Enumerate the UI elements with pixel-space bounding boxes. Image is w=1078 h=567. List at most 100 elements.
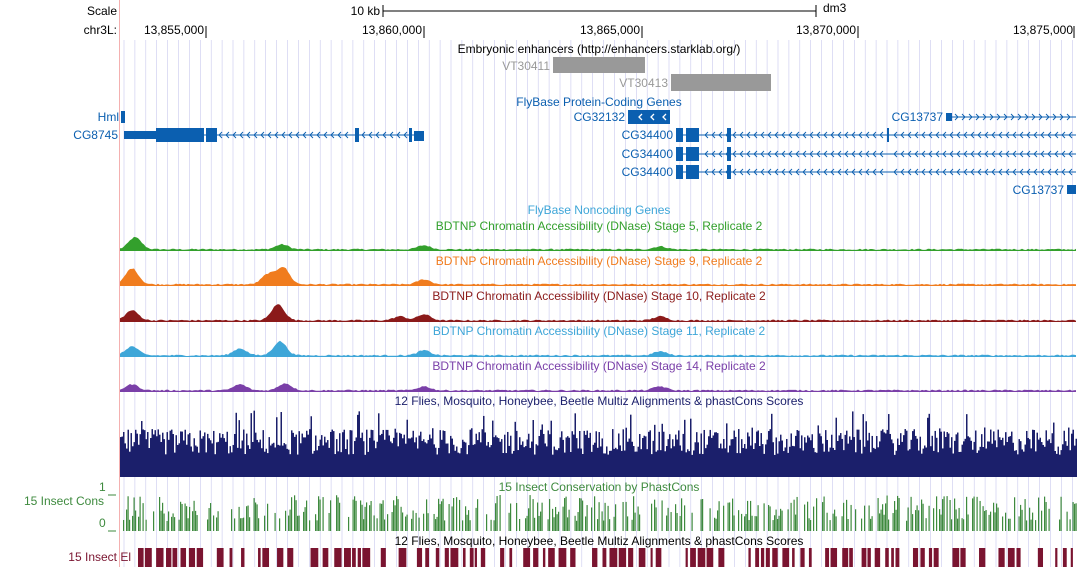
enhancer-label-vt30413[interactable]: VT30413 [619,76,668,90]
gene-label-hml[interactable]: Hml [97,110,119,124]
multiz-bar [888,414,890,477]
protein-coding-genes-track-title[interactable]: FlyBase Protein-Coding Genes [516,95,682,109]
multiz-bar [198,452,200,477]
dnase-stage9-title[interactable]: BDTNP Chromatin Accessibility (DNase) St… [435,254,763,268]
gene-label-cg8745[interactable]: CG8745 [73,128,118,142]
phastcons-bar [810,520,812,531]
multiz-bar [871,435,873,477]
multiz-track-title[interactable]: 12 Flies, Mosquito, Honeybee, Beetle Mul… [394,394,804,408]
phastcons-bar [337,497,339,531]
strand-arrow [382,131,387,139]
multiz-bar [420,431,422,477]
multiz-bar [567,436,569,477]
multiz-bar [180,431,182,477]
multiz-bar [678,430,680,477]
multiz-bar [685,452,687,477]
gene-label-cg34400-1[interactable]: CG34400 [621,128,673,142]
multiz-bar [568,437,570,477]
conserved-element [241,548,245,567]
gene-label-cg32132[interactable]: CG32132 [573,110,625,124]
gene-label-cg13737-1[interactable]: CG13737 [891,110,943,124]
noncoding-genes-track-title[interactable]: FlyBase Noncoding Genes [527,203,671,217]
phastcons-bar [1044,496,1046,531]
strand-arrow [809,150,814,158]
enhancers-track-title[interactable]: Embryonic enhancers (http://enhancers.st… [457,42,741,56]
strand-arrow [718,168,723,176]
phastcons-bar [829,520,831,531]
strand-arrow [858,150,863,158]
multiz-bar [814,452,816,477]
dnase-stage14-title[interactable]: BDTNP Chromatin Accessibility (DNase) St… [432,359,766,373]
multiz-bar [1069,450,1071,477]
phastcons-bar [298,515,300,531]
conserved-element [592,548,598,567]
phastcons-bar [1024,499,1026,531]
multiz-bar [981,434,983,477]
strand-arrow [725,150,730,158]
phastcons-bar [604,502,606,531]
phastcons-track-title[interactable]: 15 Insect Conservation by PhastCons [498,480,700,494]
phastcons-bar [585,516,587,531]
multiz-bar [633,446,635,477]
strand-arrow [998,131,1003,139]
phastcons-bar [679,515,681,531]
strand-arrow [1061,168,1066,176]
gene-label-cg13737-2[interactable]: CG13737 [1012,183,1064,197]
multiz-bar [447,443,449,477]
strand-arrow [725,168,730,176]
position-label-2: 13,860,000 [361,23,422,37]
multiz-bar [783,451,785,477]
multiz-bar [229,446,231,477]
multiz-bar [418,435,420,477]
strand-arrow [1005,168,1010,176]
conserved-element [216,548,224,567]
multiz-bar [759,446,761,477]
multiz-bar [138,444,140,477]
strand-arrow [1026,150,1031,158]
phastcons-bar [1020,504,1022,531]
multiz-bar [1036,432,1038,477]
multiz-bar [999,437,1001,477]
phastcons-bar [444,520,446,531]
multiz-bar [364,454,366,477]
phastcons-bar [958,507,960,531]
dnase-stage5-title[interactable]: BDTNP Chromatin Accessibility (DNase) St… [435,219,763,233]
phastcons-bar [793,499,795,531]
phastcons-bar [985,510,987,531]
multiz-bar [876,436,878,477]
conserved-element [760,548,765,567]
multiz-bar [459,453,461,477]
enhancer-label-vt30411[interactable]: VT30411 [502,59,550,73]
multiz-bar [166,432,168,477]
multiz-bar [604,453,606,477]
phastcons-bar [990,511,992,531]
conserved-element [830,548,838,567]
phastcons-bar [207,519,209,531]
multiz-bar [136,433,138,477]
phastcons-bar [790,502,792,531]
phastcons-bar [994,512,996,531]
gene-label-cg34400-2[interactable]: CG34400 [621,147,673,161]
strand-arrow [1068,168,1073,176]
multiz-bar [862,414,864,477]
multiz-bar [903,435,905,477]
multiz-bar [309,429,311,477]
phastcons-bar [172,513,174,531]
phastcons-bar [895,509,897,531]
multiz-bar [892,443,894,477]
strand-arrow [816,168,821,176]
multiz-bar [241,440,243,477]
elements-track-title[interactable]: 12 Flies, Mosquito, Honeybee, Beetle Mul… [394,534,804,548]
phastcons-bar [381,503,383,531]
dnase-stage10-title[interactable]: BDTNP Chromatin Accessibility (DNase) St… [432,289,766,303]
strand-arrow [725,131,730,139]
multiz-bar [883,432,885,477]
gene-label-cg34400-3[interactable]: CG34400 [621,165,673,179]
multiz-bar [378,413,380,477]
strand-arrow [739,168,744,176]
phastcons-bar [667,507,669,531]
dnase-stage11-title[interactable]: BDTNP Chromatin Accessibility (DNase) St… [432,324,766,338]
phastcons-bar [427,513,429,531]
multiz-bar [667,439,669,477]
